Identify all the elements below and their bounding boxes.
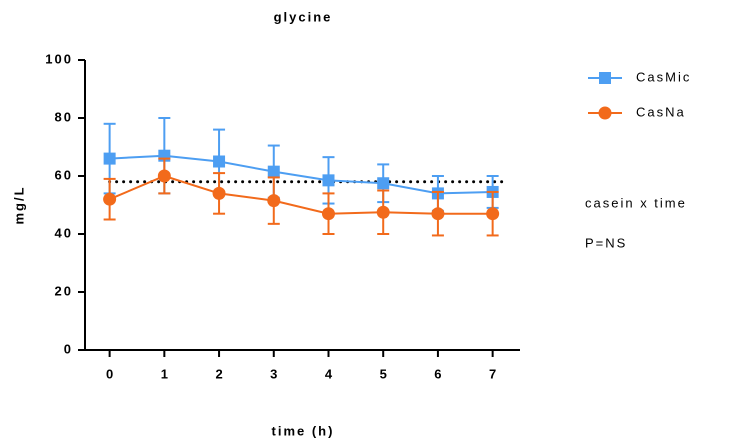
x-tick-label: 4 — [325, 366, 334, 381]
data-point — [103, 152, 116, 165]
x-axis-label: time (h) — [272, 423, 335, 438]
y-axis-label: mg/L — [11, 185, 26, 224]
x-tick-label: 0 — [106, 366, 115, 381]
legend-label: CasMic — [636, 69, 691, 84]
y-tick-label: 0 — [64, 341, 73, 356]
y-tick-label: 100 — [45, 51, 73, 66]
x-tick-label: 7 — [489, 366, 498, 381]
data-point — [376, 205, 390, 219]
legend-marker — [598, 106, 612, 120]
series-line — [109, 174, 493, 215]
data-point — [157, 169, 171, 183]
data-point — [212, 186, 226, 200]
data-point — [486, 207, 500, 221]
y-tick-label: 60 — [55, 167, 73, 182]
x-tick-label: 1 — [161, 366, 170, 381]
data-point — [213, 155, 226, 168]
y-tick-label: 80 — [55, 109, 73, 124]
legend-label: CasNa — [636, 104, 686, 119]
y-tick-label: 40 — [55, 225, 73, 240]
x-tick-label: 5 — [380, 366, 389, 381]
annotation: P=NS — [585, 235, 627, 250]
data-point — [431, 207, 445, 221]
data-point — [267, 194, 281, 208]
data-point — [267, 165, 280, 178]
annotation: casein x time — [585, 195, 687, 210]
y-tick-label: 20 — [55, 283, 73, 298]
x-tick-label: 2 — [215, 366, 224, 381]
data-point — [322, 174, 335, 187]
x-tick-label: 6 — [434, 366, 443, 381]
legend-marker — [599, 72, 611, 84]
data-point — [377, 177, 390, 190]
data-point — [321, 207, 335, 221]
series-line — [109, 154, 493, 195]
x-tick-label: 3 — [270, 366, 279, 381]
chart-title: glycine — [274, 9, 333, 24]
data-point — [103, 192, 117, 206]
